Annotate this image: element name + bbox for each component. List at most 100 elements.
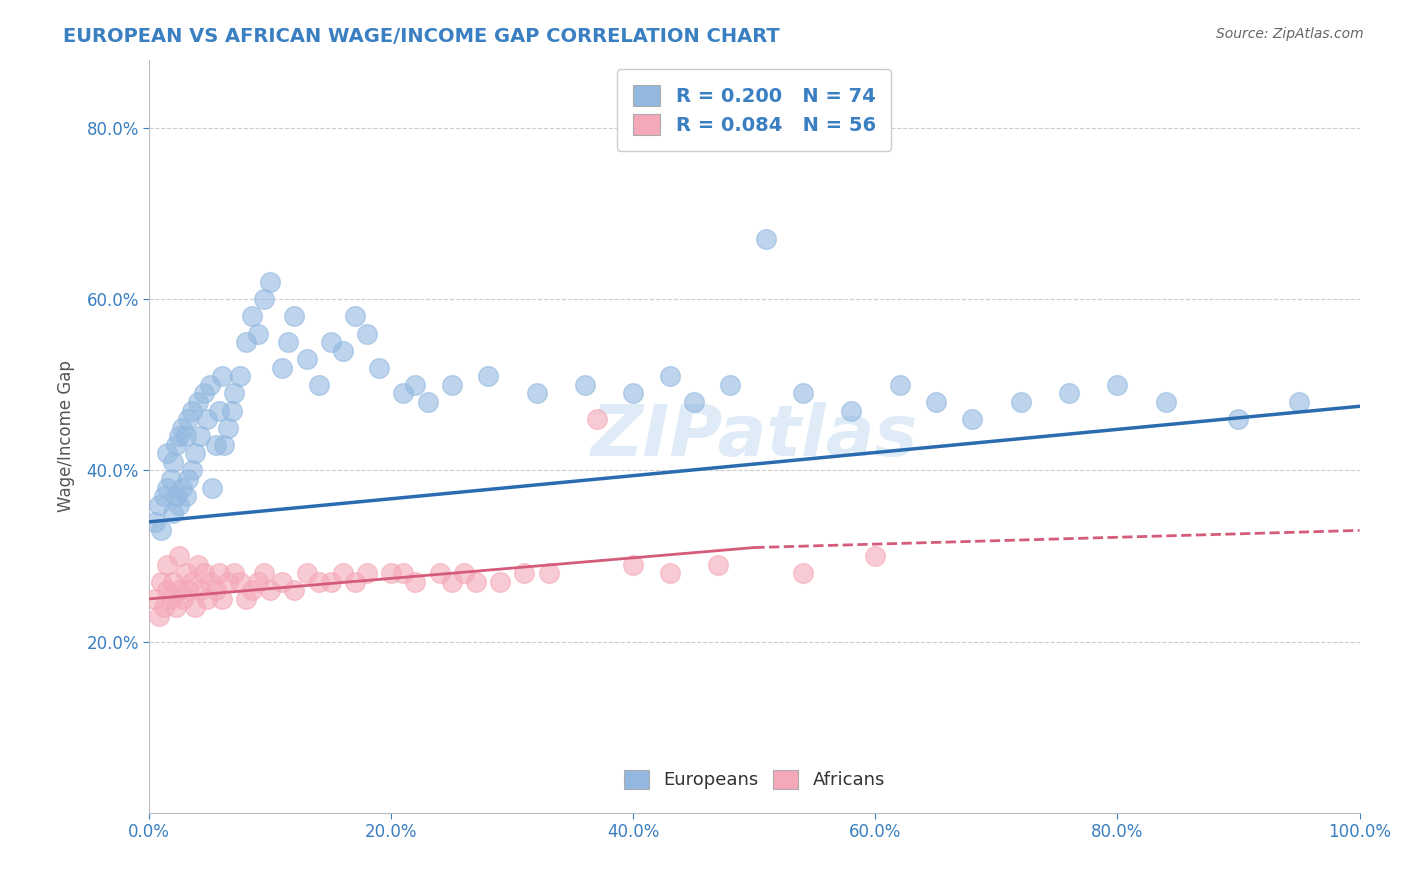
Point [195,591,218,606]
Point [682,395,704,409]
Point [755,232,778,246]
Point [574,377,596,392]
Point [211,591,233,606]
Point [259,275,281,289]
Point [156,446,179,460]
Point [169,583,191,598]
Point [440,574,463,589]
Point [707,558,730,572]
Text: Source: ZipAtlas.com: Source: ZipAtlas.com [1216,27,1364,41]
Point [170,481,193,495]
Point [180,463,202,477]
Point [368,360,391,375]
Point [211,369,233,384]
Point [208,403,231,417]
Point [332,343,354,358]
Point [143,515,166,529]
Point [1227,412,1250,426]
Point [489,574,512,589]
Point [193,566,215,581]
Text: ZIPatlas: ZIPatlas [591,401,918,471]
Point [1154,395,1177,409]
Point [188,429,211,443]
Point [1107,377,1129,392]
Point [152,489,174,503]
Point [247,326,270,341]
Point [253,293,276,307]
Point [343,574,366,589]
Point [319,335,342,350]
Point [156,558,179,572]
Point [792,566,814,581]
Legend: Europeans, Africans: Europeans, Africans [609,756,900,804]
Y-axis label: Wage/Income Gap: Wage/Income Gap [58,360,75,512]
Point [150,524,173,538]
Point [148,609,170,624]
Point [222,386,245,401]
Point [180,403,202,417]
Point [526,386,548,401]
Point [416,395,439,409]
Point [308,377,330,392]
Point [621,558,644,572]
Point [169,498,191,512]
Point [283,583,305,598]
Point [380,566,402,581]
Point [184,600,207,615]
Point [174,489,197,503]
Point [404,377,426,392]
Point [177,472,200,486]
Point [1057,386,1080,401]
Point [621,386,644,401]
Point [295,352,318,367]
Point [277,335,299,350]
Point [1288,395,1310,409]
Point [198,377,221,392]
Point [188,583,211,598]
Point [586,412,609,426]
Point [240,310,263,324]
Point [217,420,239,434]
Point [195,412,218,426]
Point [143,591,166,606]
Point [212,438,235,452]
Point [718,377,741,392]
Text: EUROPEAN VS AFRICAN WAGE/INCOME GAP CORRELATION CHART: EUROPEAN VS AFRICAN WAGE/INCOME GAP CORR… [63,27,780,45]
Point [160,472,183,486]
Point [440,377,463,392]
Point [152,600,174,615]
Point [513,566,536,581]
Point [162,455,184,469]
Point [169,549,191,563]
Point [229,574,252,589]
Point [193,386,215,401]
Point [174,566,197,581]
Point [283,310,305,324]
Point [165,438,187,452]
Point [160,591,183,606]
Point [229,369,252,384]
Point [204,438,226,452]
Point [148,498,170,512]
Point [253,566,276,581]
Point [259,583,281,598]
Point [162,506,184,520]
Point [865,549,887,563]
Point [477,369,499,384]
Point [169,429,191,443]
Point [217,574,239,589]
Point [165,489,187,503]
Point [170,420,193,434]
Point [271,360,294,375]
Point [332,566,354,581]
Point [187,558,209,572]
Point [960,412,983,426]
Point [150,574,173,589]
Point [204,583,226,598]
Point [658,566,681,581]
Point [240,583,263,598]
Point [295,566,318,581]
Point [156,583,179,598]
Point [201,481,224,495]
Point [247,574,270,589]
